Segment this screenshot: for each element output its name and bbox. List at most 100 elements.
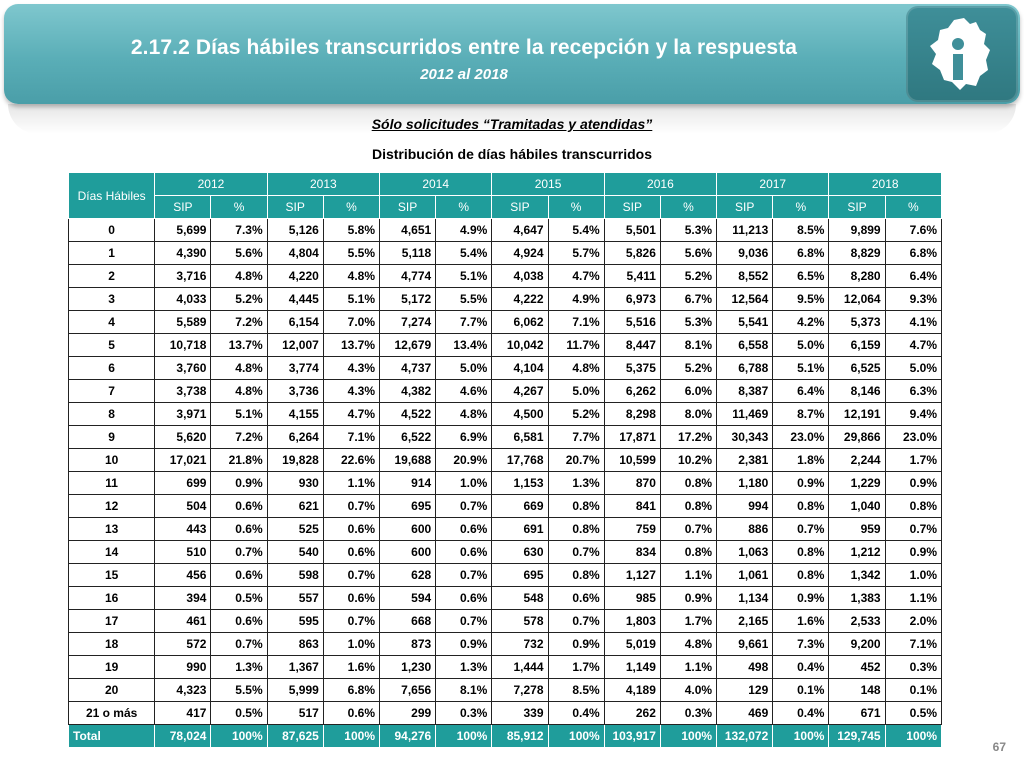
percent-cell: 1.3% [547, 471, 605, 495]
percent-cell: 4.9% [435, 218, 493, 242]
percent-cell: 7.1% [884, 632, 943, 656]
sip-cell: 3,716 [154, 264, 212, 288]
percent-cell: 7.2% [210, 425, 268, 449]
sip-cell: 873 [378, 632, 437, 656]
percent-cell: 5.6% [210, 241, 268, 265]
sip-cell: 1,134 [716, 586, 774, 610]
sip-cell: 9,200 [828, 632, 886, 656]
sip-cell: 595 [266, 609, 324, 633]
total-sip-cell: 87,625 [266, 724, 324, 748]
sip-cell: 5,541 [716, 310, 774, 334]
filter-heading: Sólo solicitudes “Tramitadas y atendidas… [371, 116, 653, 132]
sip-cell: 1,803 [603, 609, 661, 633]
percent-cell: 0.3% [884, 655, 943, 679]
sip-cell: 456 [154, 563, 212, 587]
sip-cell: 985 [603, 586, 661, 610]
percent-cell: 5.2% [659, 356, 718, 380]
sip-cell: 6,159 [828, 333, 886, 357]
table-row: 9 5,620 7.2% 6,264 7.1% 6,522 6.9% 6,581 7.7% 17,… [67, 425, 943, 449]
total-percent-cell: 100% [772, 724, 830, 748]
percent-cell: 1.0% [884, 563, 943, 587]
percent-cell: 0.9% [435, 632, 493, 656]
sip-header: SIP [828, 195, 886, 219]
sip-cell: 504 [154, 494, 212, 518]
percent-cell: 0.9% [547, 632, 605, 656]
percent-cell: 0.8% [884, 494, 943, 518]
day-label-cell: 17 [67, 609, 156, 633]
percent-cell: 4.7% [322, 402, 381, 426]
sip-cell: 8,146 [828, 379, 886, 403]
percent-cell: 0.7% [435, 609, 493, 633]
total-sip-cell: 129,745 [828, 724, 886, 748]
sip-cell: 11,213 [716, 218, 774, 242]
sip-cell: 5,126 [266, 218, 324, 242]
percent-cell: 0.6% [322, 540, 381, 564]
percent-cell: 4.8% [435, 402, 493, 426]
sip-cell: 1,229 [828, 471, 886, 495]
percent-cell: 5.0% [547, 379, 605, 403]
day-label-cell: 11 [67, 471, 156, 495]
sip-cell: 417 [154, 701, 212, 725]
table-row: 20 4,323 5.5% 5,999 6.8% 7,656 8.1% 7,278 8.5% 4,… [67, 678, 943, 702]
percent-cell: 0.9% [659, 586, 718, 610]
sip-cell: 6,154 [266, 310, 324, 334]
sip-header: SIP [716, 195, 774, 219]
percent-cell: 1.1% [884, 586, 943, 610]
sip-cell: 299 [378, 701, 437, 725]
day-label-cell: 20 [67, 678, 156, 702]
percent-cell: 4.1% [884, 310, 943, 334]
percent-cell: 0.8% [547, 563, 605, 587]
sip-cell: 886 [716, 517, 774, 541]
sip-cell: 4,382 [378, 379, 437, 403]
percent-cell: 0.9% [884, 471, 943, 495]
sip-cell: 1,212 [828, 540, 886, 564]
sip-cell: 129 [716, 678, 774, 702]
table-row: 7 3,738 4.8% 3,736 4.3% 4,382 4.6% 4,267 5.0% 6,2… [67, 379, 943, 403]
percent-cell: 1.3% [435, 655, 493, 679]
percent-cell: 1.8% [772, 448, 830, 472]
sip-cell: 540 [266, 540, 324, 564]
percent-cell: 0.4% [547, 701, 605, 725]
sip-cell: 4,267 [491, 379, 549, 403]
day-label-cell: 2 [67, 264, 156, 288]
sip-cell: 668 [378, 609, 437, 633]
percent-cell: 5.5% [210, 678, 268, 702]
percent-cell: 0.7% [547, 540, 605, 564]
sip-cell: 5,826 [603, 241, 661, 265]
percent-cell: 0.7% [884, 517, 943, 541]
percent-cell: 0.7% [659, 517, 718, 541]
percent-cell: 0.7% [210, 632, 268, 656]
sip-cell: 9,661 [716, 632, 774, 656]
sip-cell: 4,220 [266, 264, 324, 288]
sip-cell: 930 [266, 471, 324, 495]
percent-cell: 6.5% [772, 264, 830, 288]
sip-cell: 339 [491, 701, 549, 725]
percent-cell: 0.7% [435, 494, 493, 518]
sip-cell: 4,390 [154, 241, 212, 265]
total-percent-cell: 100% [435, 724, 493, 748]
percent-cell: 7.7% [547, 425, 605, 449]
sip-cell: 5,999 [266, 678, 324, 702]
percent-cell: 7.1% [322, 425, 381, 449]
percent-cell: 4.8% [210, 264, 268, 288]
sip-cell: 12,007 [266, 333, 324, 357]
sip-cell: 6,788 [716, 356, 774, 380]
sip-cell: 3,760 [154, 356, 212, 380]
percent-cell: 7.3% [210, 218, 268, 242]
total-percent-cell: 100% [547, 724, 605, 748]
total-row: Total 78,024 100% 87,625 100% 94,276 100% 85,91… [67, 724, 943, 748]
table-row: 10 17,021 21.8% 19,828 22.6% 19,688 20.9% 17,76… [67, 448, 943, 472]
percent-cell: 0.9% [772, 471, 830, 495]
year-header: 2016 [603, 172, 718, 196]
sip-cell: 1,342 [828, 563, 886, 587]
percent-cell: 10.2% [659, 448, 718, 472]
table-row: 6 3,760 4.8% 3,774 4.3% 4,737 5.0% 4,104 4.8% 5,3… [67, 356, 943, 380]
percent-cell: 13.7% [322, 333, 381, 357]
sip-cell: 262 [603, 701, 661, 725]
sip-cell: 1,127 [603, 563, 661, 587]
percent-cell: 5.0% [884, 356, 943, 380]
percent-cell: 6.8% [884, 241, 943, 265]
percent-cell: 0.6% [435, 586, 493, 610]
sip-cell: 2,244 [828, 448, 886, 472]
percent-cell: 0.6% [547, 586, 605, 610]
